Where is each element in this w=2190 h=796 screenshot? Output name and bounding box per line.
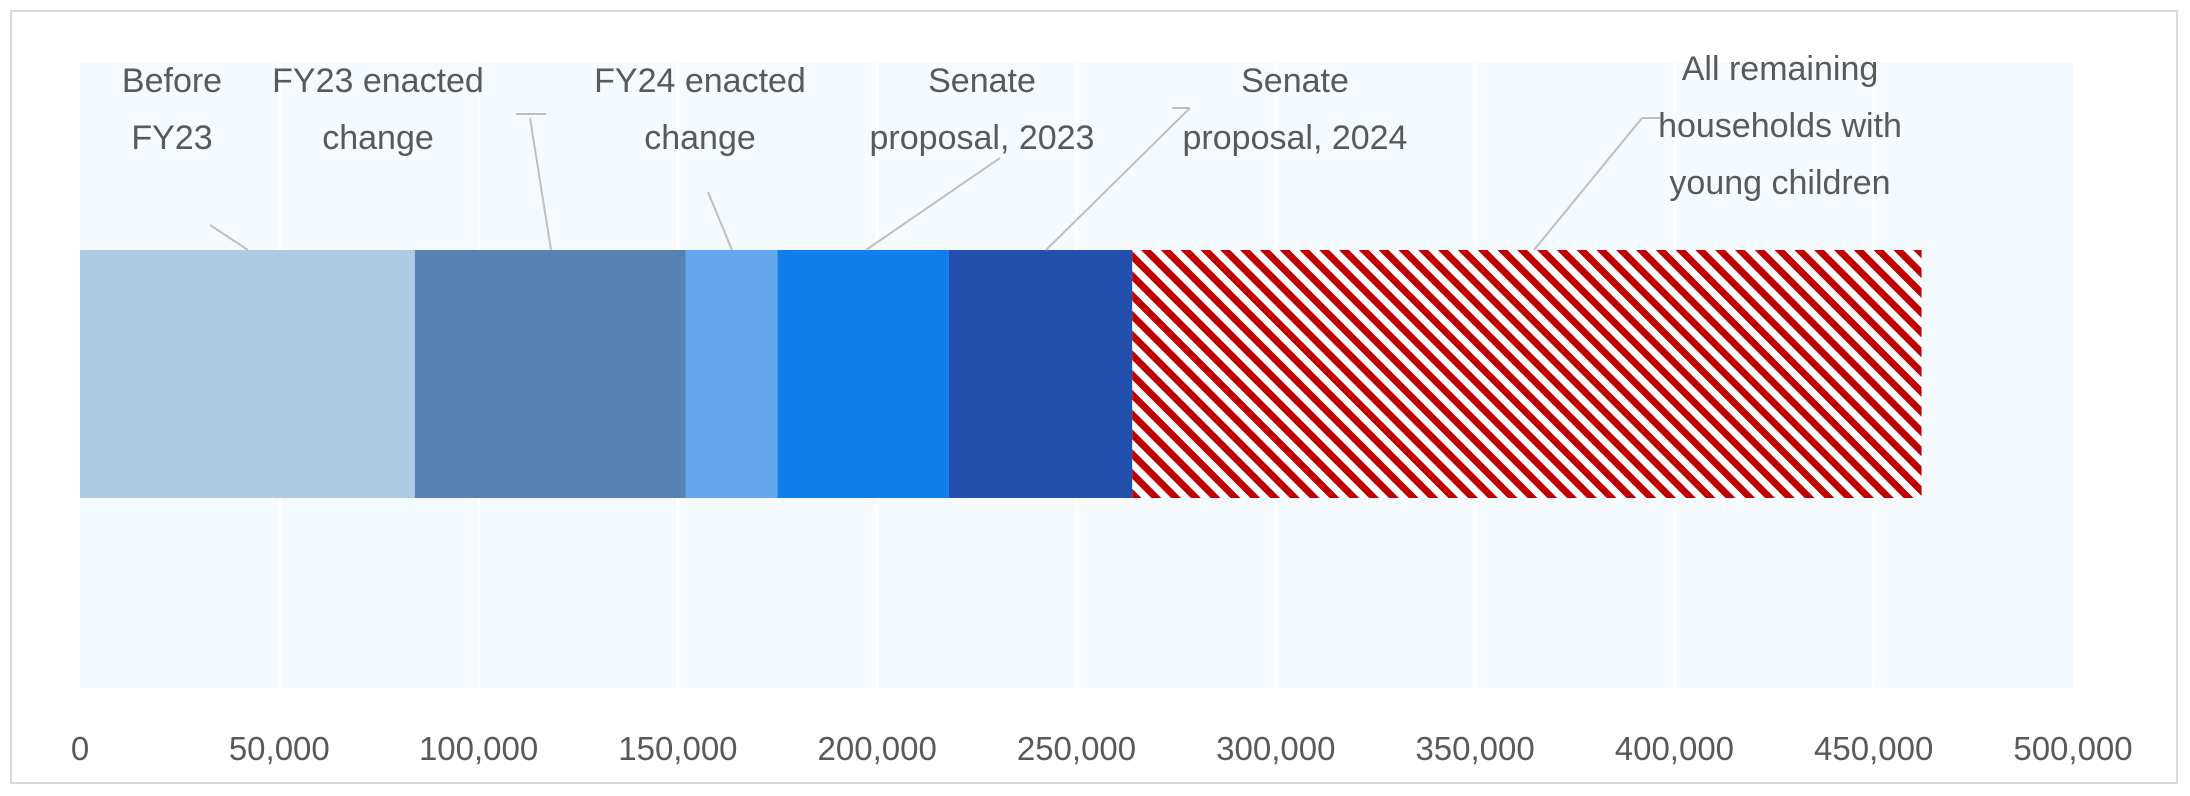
- leader-line: [707, 191, 733, 251]
- segment-label: Senate: [1241, 62, 1349, 100]
- x-tick-label: 300,000: [1216, 730, 1335, 767]
- segment-label: FY23 enacted: [272, 62, 484, 100]
- annotation-leader-lines: [209, 107, 1660, 251]
- bar-segment: [685, 250, 778, 498]
- bar-segment: [777, 250, 949, 498]
- leader-line: [1533, 117, 1643, 251]
- segment-label: change: [644, 119, 756, 157]
- x-tick-label: 0: [71, 730, 89, 767]
- x-tick-label: 350,000: [1415, 730, 1534, 767]
- segment-label: Senate: [928, 62, 1036, 100]
- segment-label: All remaining: [1682, 50, 1879, 88]
- segment-label: change: [322, 119, 434, 157]
- segment-label: proposal, 2024: [1183, 119, 1408, 157]
- segment-label: households with: [1658, 107, 1902, 145]
- segment-label: young children: [1669, 164, 1890, 202]
- bar-segment: [1132, 250, 1922, 498]
- x-tick-label: 250,000: [1017, 730, 1136, 767]
- x-tick-label: 150,000: [618, 730, 737, 767]
- leader-line: [209, 224, 249, 251]
- segment-label: Before: [122, 62, 222, 100]
- bar-segment: [414, 250, 686, 498]
- x-tick-label: 450,000: [1814, 730, 1933, 767]
- segment-label: proposal, 2023: [870, 119, 1095, 157]
- x-tick-label: 100,000: [419, 730, 538, 767]
- segment-labels: Before FY23 FY23 enacted change FY24 enacted…: [122, 50, 1902, 202]
- bar-segments: [80, 250, 1922, 498]
- leader-line: [865, 157, 1001, 251]
- x-axis-tick-labels: 0 50,000 100,000 150,000 200,000 250,000 300,0…: [71, 730, 2133, 767]
- leader-line: [1045, 107, 1191, 251]
- segment-label: FY24 enacted: [594, 62, 806, 100]
- x-tick-label: 500,000: [2013, 730, 2132, 767]
- segment-label: FY23: [131, 119, 212, 157]
- bar-segment: [80, 250, 415, 498]
- leader-line: [529, 117, 552, 251]
- x-tick-label: 50,000: [229, 730, 330, 767]
- x-tick-label: 400,000: [1615, 730, 1734, 767]
- x-tick-label: 200,000: [818, 730, 937, 767]
- bar-segment: [948, 250, 1133, 498]
